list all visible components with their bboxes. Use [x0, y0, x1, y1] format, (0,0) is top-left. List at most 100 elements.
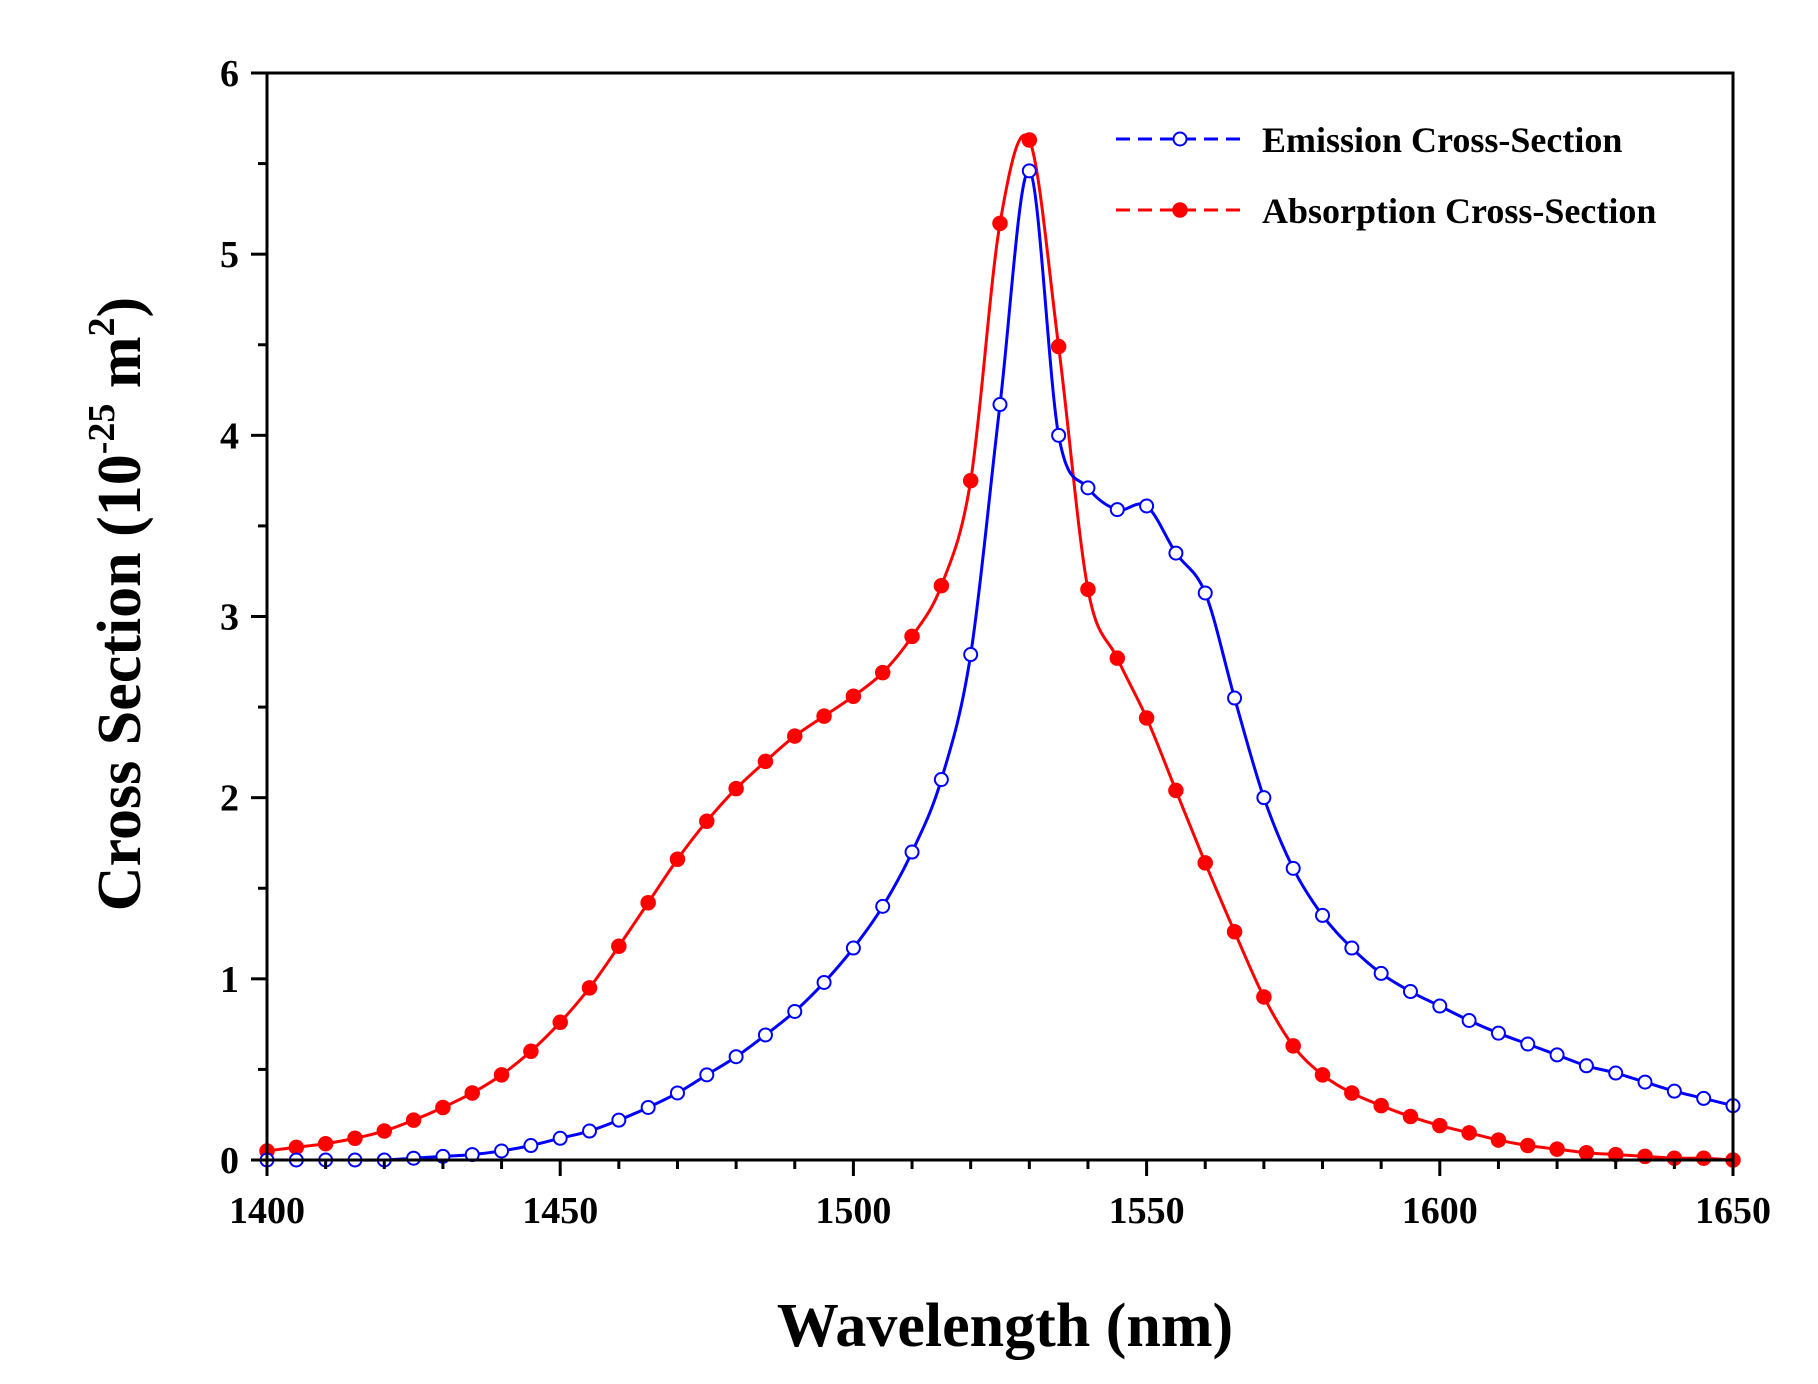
series-absorption-point: [728, 780, 744, 797]
series-absorption-point: [1109, 650, 1126, 666]
series-emission-point: [1432, 998, 1448, 1014]
series-emission-point: [875, 898, 891, 914]
svg-text:Cross Section (10-25 m2): Cross Section (10-25 m2): [81, 297, 155, 911]
series-emission-point: [1696, 1090, 1712, 1106]
y-tick-label: 0: [220, 1140, 239, 1182]
series-absorption-point: [435, 1099, 451, 1116]
series-absorption-point: [1021, 132, 1038, 148]
series-absorption-point: [904, 628, 920, 645]
series-emission-point: [1256, 790, 1272, 806]
series-emission-point: [1520, 1036, 1536, 1052]
series-absorption-point: [1285, 1038, 1301, 1054]
series-emission-point: [1285, 860, 1301, 876]
series-absorption-point: [1197, 855, 1213, 871]
series-emission-point: [582, 1123, 598, 1139]
series-absorption-point: [1520, 1137, 1536, 1154]
legend-emission-marker: [1172, 131, 1188, 147]
series-emission-point: [611, 1112, 627, 1128]
series-absorption-point: [317, 1135, 334, 1152]
series-absorption-point: [1695, 1150, 1712, 1166]
series-absorption-point: [640, 894, 656, 911]
series-emission-point: [728, 1049, 744, 1065]
series-emission-point: [1637, 1074, 1653, 1090]
x-tick-label: 1450: [522, 1190, 598, 1232]
series-absorption-point: [581, 980, 598, 996]
y-axis-title-unit-exponent: 2: [81, 317, 123, 336]
series-emission-point: [1080, 480, 1096, 496]
y-axis-title: Cross Section (10-25 m2): [81, 297, 155, 911]
series-absorption-point: [933, 577, 950, 594]
y-axis-title-unit: m: [86, 336, 154, 403]
series-absorption-point: [523, 1043, 539, 1060]
y-tick-label: 1: [220, 959, 239, 1001]
series-emission-point: [845, 940, 861, 956]
y-axis-title-exponent: -25: [81, 404, 123, 455]
series-emission-point: [1109, 502, 1125, 518]
series-emission-point: [1490, 1025, 1506, 1041]
y-axis-title-suffix: ): [86, 297, 154, 318]
series-absorption-point: [1461, 1125, 1477, 1141]
series-emission-point: [1666, 1083, 1682, 1099]
series-absorption-point: [1138, 710, 1155, 726]
legend-absorption-label: Absorption Cross-Section: [1262, 191, 1656, 231]
series-absorption-point: [1344, 1085, 1360, 1101]
series-emission-point: [1461, 1013, 1477, 1028]
series-absorption-point: [1256, 989, 1272, 1005]
y-tick-label: 2: [220, 778, 239, 820]
series-emission-point: [1197, 585, 1213, 601]
series-absorption-point: [1226, 923, 1243, 940]
series-absorption-point: [405, 1112, 422, 1128]
series-absorption-point: [1050, 338, 1067, 355]
x-tick-label: 1600: [1402, 1190, 1478, 1232]
series-absorption-line: [266, 133, 1734, 1162]
y-axis-title-prefix: Cross Section (10: [86, 454, 154, 911]
series-emission-line: [267, 169, 1734, 1162]
series-absorption-point: [1168, 782, 1184, 799]
series-absorption-point: [787, 728, 803, 744]
legend-emission-label: Emission Cross-Section: [1262, 120, 1622, 160]
series-emission-point: [933, 772, 949, 788]
series-emission-point: [1227, 690, 1243, 706]
series-emission-point: [669, 1085, 685, 1101]
plot-area: [259, 132, 1741, 1168]
series-absorption-point: [1549, 1141, 1565, 1157]
series-absorption-point: [1314, 1067, 1331, 1083]
x-tick-label: 1650: [1695, 1190, 1771, 1232]
series-emission-point: [787, 1003, 803, 1019]
series-absorption-point: [845, 688, 862, 704]
series-emission-point: [1344, 940, 1360, 956]
series-emission-point: [406, 1150, 422, 1166]
series-absorption-point: [611, 938, 627, 954]
series-emission-point: [1021, 163, 1037, 179]
x-tick-label: 1550: [1109, 1190, 1185, 1232]
series-absorption-point: [1490, 1132, 1507, 1148]
y-tick-label: 3: [220, 597, 239, 639]
x-axis-title: Wavelength (nm): [777, 1292, 1233, 1360]
plot-frame: [265, 71, 1735, 1162]
series-emission-point: [1402, 984, 1418, 1000]
series-emission-point: [1578, 1058, 1594, 1074]
series-absorption-point: [816, 708, 832, 724]
series-emission-point: [494, 1143, 510, 1159]
series-emission-point: [1168, 545, 1184, 561]
series-emission-point: [699, 1067, 715, 1083]
series-absorption-point: [1578, 1145, 1595, 1161]
series-absorption-point: [1080, 581, 1096, 598]
series-absorption-point: [962, 472, 979, 489]
series-absorption-point: [757, 753, 774, 770]
series-emission-point: [963, 647, 979, 663]
legend: Emission Cross-Section Absorption Cross-…: [1116, 120, 1656, 231]
axis-ticks: 1400 1450 1500 1550 1600 1650 0 1 2 3 4 5 6: [220, 53, 1771, 1232]
series-absorption-point: [1373, 1097, 1389, 1114]
series-absorption-point: [464, 1085, 480, 1101]
y-tick-label: 6: [220, 53, 239, 95]
series-emission-point: [1051, 427, 1067, 443]
series-absorption-point: [1432, 1117, 1448, 1134]
series-emission-point: [757, 1027, 773, 1043]
series-absorption-point: [669, 851, 686, 868]
series-emission-point: [640, 1099, 656, 1115]
series-emission-point: [1608, 1065, 1624, 1081]
series-absorption-point: [288, 1139, 305, 1156]
series-emission-point: [1315, 907, 1331, 923]
